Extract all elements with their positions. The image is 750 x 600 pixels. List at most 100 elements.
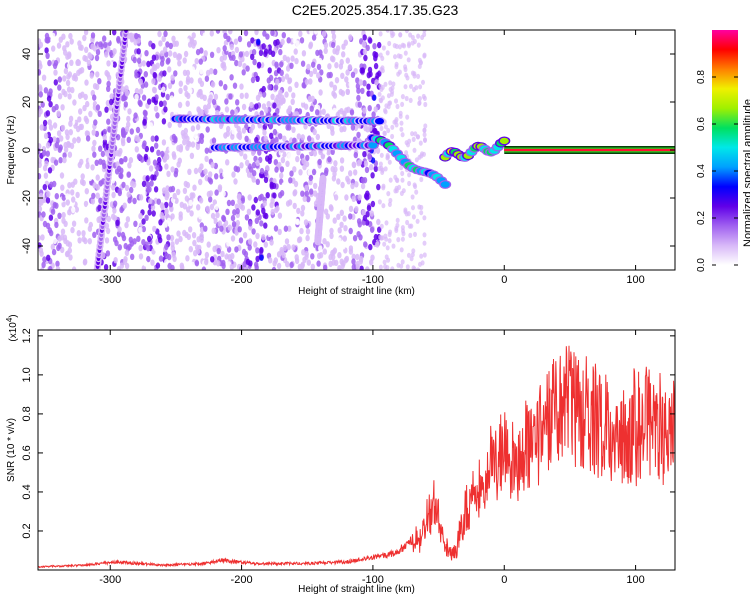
noise-mark [244, 214, 250, 221]
noise-mark [138, 88, 144, 95]
noise-mark [98, 41, 103, 48]
noise-mark [400, 132, 405, 138]
noise-mark [263, 135, 268, 142]
noise-mark [38, 41, 44, 49]
noise-mark [167, 121, 172, 129]
noise-mark [233, 38, 239, 45]
noise-mark [414, 189, 419, 195]
noise-mark [61, 211, 66, 219]
noise-mark [209, 218, 214, 225]
noise-mark [291, 92, 296, 99]
noise-mark [390, 124, 395, 130]
noise-mark [293, 189, 298, 196]
noise-mark [267, 83, 272, 91]
noise-mark [273, 159, 278, 166]
noise-mark [138, 226, 143, 233]
noise-mark [229, 263, 234, 270]
noise-mark [378, 161, 383, 167]
noise-mark [329, 227, 334, 235]
noise-mark [356, 218, 362, 225]
noise-mark [135, 126, 141, 134]
y-tick-label: -20 [21, 190, 33, 206]
noise-mark [301, 157, 306, 165]
noise-mark [394, 122, 399, 128]
noise-mark [375, 241, 380, 248]
noise-mark [357, 194, 362, 201]
noise-mark [197, 89, 202, 96]
noise-mark [238, 51, 244, 58]
noise-mark [399, 126, 404, 132]
noise-mark [199, 80, 205, 88]
noise-mark [55, 260, 60, 267]
noise-mark [359, 265, 364, 270]
noise-mark [191, 232, 197, 239]
noise-mark [398, 32, 403, 38]
noise-mark [126, 115, 131, 123]
noise-mark [254, 103, 259, 110]
noise-mark [85, 162, 90, 169]
noise-mark [231, 128, 236, 135]
noise-mark [280, 156, 286, 164]
noise-mark [251, 48, 257, 56]
noise-mark [348, 213, 353, 220]
noise-mark [304, 250, 309, 258]
noise-mark [54, 141, 60, 149]
noise-mark [245, 65, 250, 72]
noise-mark [116, 266, 122, 270]
noise-mark [296, 149, 301, 156]
noise-mark [42, 256, 47, 263]
noise-mark [263, 241, 268, 248]
noise-mark [421, 79, 425, 85]
noise-mark [304, 190, 309, 197]
noise-mark [278, 133, 283, 140]
noise-mark [255, 247, 260, 254]
spectral-feature [93, 30, 130, 270]
noise-mark [117, 188, 122, 195]
noise-mark [377, 226, 382, 233]
noise-mark [134, 93, 139, 101]
noise-mark [87, 225, 93, 232]
noise-mark [419, 176, 424, 183]
steady-tone-band [504, 148, 675, 152]
noise-mark [170, 74, 175, 81]
noise-mark [403, 50, 408, 56]
noise-mark [228, 30, 233, 35]
noise-mark [138, 78, 143, 86]
noise-mark [83, 237, 88, 245]
noise-mark [272, 260, 277, 267]
noise-mark [185, 69, 191, 77]
noise-mark [63, 146, 69, 153]
noise-mark [106, 118, 111, 125]
x-axis-label: Height of straight line (km) [298, 286, 415, 297]
snr-panel: -300 -200 -100 0 100 0.2 0.4 0.6 0.8 1.0 1.2 Height… [5, 314, 676, 595]
noise-mark [255, 232, 260, 240]
noise-mark [243, 30, 249, 37]
multiplier-exponent: 4 [5, 317, 14, 322]
noise-mark [298, 169, 303, 176]
noise-mark [263, 48, 269, 55]
noise-mark [117, 226, 122, 233]
noise-mark [185, 75, 191, 83]
noise-mark [414, 85, 419, 91]
noise-mark [289, 62, 294, 69]
noise-mark [374, 79, 379, 86]
noise-mark [306, 63, 311, 71]
x-tick-label: -200 [231, 574, 253, 586]
noise-mark [241, 248, 247, 256]
noise-mark [181, 35, 187, 42]
noise-mark [352, 235, 358, 242]
noise-mark [300, 96, 306, 103]
noise-mark [265, 165, 270, 172]
noise-mark [142, 118, 147, 126]
noise-mark [376, 183, 381, 191]
noise-mark [259, 246, 264, 254]
noise-mark [239, 92, 244, 100]
noise-mark [284, 73, 290, 80]
noise-mark [224, 253, 229, 260]
noise-mark [222, 64, 227, 71]
noise-mark [333, 160, 338, 167]
noise-mark [394, 64, 399, 70]
noise-mark [56, 42, 62, 49]
noise-mark [47, 167, 53, 174]
